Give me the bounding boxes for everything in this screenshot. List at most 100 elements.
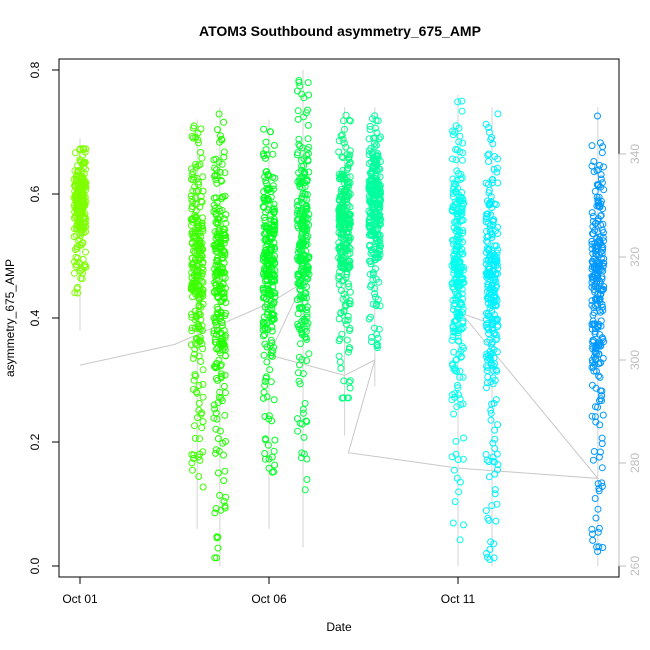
data-point: [494, 179, 502, 187]
data-point: [346, 384, 354, 392]
data-point: [489, 318, 497, 326]
data-point: [270, 468, 278, 476]
data-point: [455, 243, 463, 250]
data-point: [449, 131, 457, 139]
data-point: [191, 371, 199, 379]
data-point: [214, 215, 222, 223]
data-point: [487, 211, 495, 219]
data-point: [595, 181, 602, 189]
data-point: [482, 309, 490, 317]
data-point: [598, 464, 606, 472]
data-point: [491, 302, 499, 309]
data-point: [262, 177, 270, 185]
data-point: [295, 77, 303, 84]
data-point: [191, 434, 199, 442]
data-point: [295, 140, 303, 148]
data-point: [199, 380, 207, 388]
data-point: [340, 117, 347, 125]
data-point: [188, 195, 196, 203]
data-point: [295, 244, 303, 252]
data-point: [220, 259, 228, 267]
data-point: [214, 239, 221, 247]
data-point: [199, 187, 207, 195]
data-point: [297, 173, 305, 181]
data-point: [337, 225, 345, 233]
data-point: [265, 464, 273, 472]
data-point: [298, 218, 306, 226]
data-point: [339, 394, 347, 402]
data-point: [592, 514, 600, 522]
data-point: [370, 194, 378, 202]
data-point: [269, 173, 277, 181]
data-point: [452, 281, 460, 289]
data-point: [336, 173, 344, 181]
data-point: [270, 256, 278, 264]
data-point: [217, 135, 225, 143]
data-point: [299, 268, 307, 276]
data-point: [198, 239, 206, 247]
data-point: [370, 229, 378, 237]
data-point: [449, 207, 457, 214]
data-point: [298, 162, 306, 170]
data-point: [214, 126, 221, 134]
data-point: [485, 186, 493, 194]
data-point: [484, 514, 492, 522]
data-point: [345, 257, 353, 265]
data-point: [195, 295, 203, 303]
data-point: [454, 212, 462, 220]
data-point: [295, 257, 303, 265]
data-point: [341, 221, 349, 229]
data-point: [268, 235, 276, 242]
data-point: [76, 232, 84, 239]
data-point: [214, 533, 222, 541]
data-point: [261, 455, 269, 463]
y-axis-label: asymmetry_675_AMP: [3, 259, 17, 377]
data-point: [335, 315, 343, 323]
data-point: [295, 270, 303, 278]
data-point: [298, 207, 306, 215]
data-point: [459, 139, 466, 147]
data-point: [598, 334, 606, 342]
data-point: [459, 238, 467, 246]
data-point: [370, 218, 378, 226]
data-point: [593, 242, 601, 250]
data-point: [595, 341, 603, 349]
data-point: [598, 482, 606, 490]
data-point: [335, 216, 343, 224]
data-point: [366, 257, 373, 265]
data-point: [453, 355, 461, 363]
y-tick-label-left: 0.0: [28, 557, 42, 574]
y-axis-right: 260 280 300 320 340: [618, 144, 642, 576]
data-point: [220, 295, 228, 303]
data-point: [187, 165, 195, 173]
data-point: [599, 267, 607, 275]
data-point: [365, 315, 373, 323]
data-point: [484, 256, 492, 264]
y-tick-label-right: 280: [628, 453, 642, 473]
data-point: [451, 255, 458, 263]
data-point: [267, 351, 275, 359]
data-point: [491, 426, 499, 434]
data-point: [199, 483, 207, 491]
data-point: [487, 193, 495, 201]
data-point: [188, 133, 196, 140]
data-point: [195, 406, 203, 414]
data-point: [212, 331, 220, 339]
data-point: [198, 244, 206, 252]
data-point: [452, 356, 460, 364]
data-point: [594, 548, 602, 555]
data-point: [191, 279, 199, 286]
data-point: [339, 135, 347, 143]
data-point: [491, 435, 499, 443]
data-point: [298, 229, 306, 237]
data-point: [599, 262, 607, 270]
data-point: [303, 283, 311, 291]
data-point: [194, 267, 202, 275]
data-point: [298, 177, 306, 185]
data-point: [267, 128, 275, 136]
data-point: [488, 231, 496, 239]
data-point: [296, 254, 304, 262]
data-point: [456, 275, 463, 283]
data-point: [492, 331, 500, 339]
data-point: [454, 264, 462, 272]
